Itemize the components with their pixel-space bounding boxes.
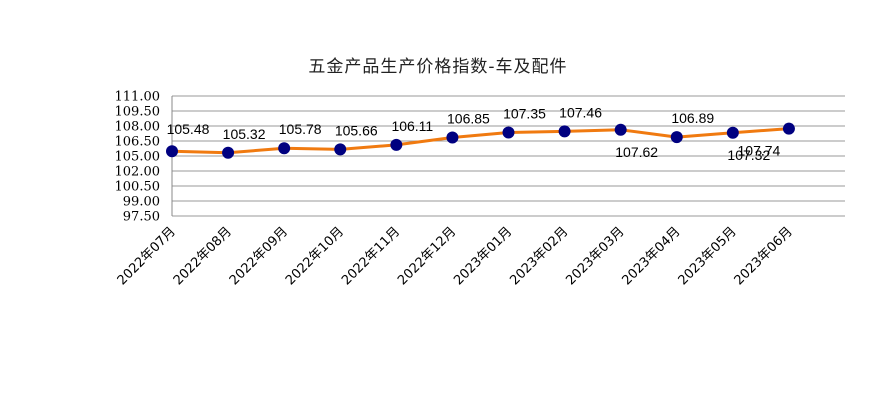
x-tick-label: 2023年04月 [619, 224, 683, 288]
x-tick-label: 2022年07月 [115, 224, 179, 288]
x-tick-label: 2023年06月 [732, 224, 796, 288]
data-label: 105.48 [167, 121, 210, 137]
x-tick-label: 2023年02月 [507, 224, 571, 288]
data-point [222, 146, 235, 159]
y-tick-label: 100.50 [115, 180, 161, 195]
y-tick-label: 111.00 [115, 90, 161, 105]
data-point [614, 123, 627, 136]
y-tick-label: 105.00 [115, 150, 161, 165]
y-tick-label: 109.50 [115, 105, 161, 120]
data-point [502, 126, 515, 139]
y-tick-label: 97.50 [123, 210, 160, 225]
series-line-path [171, 127, 790, 155]
data-point [446, 131, 459, 144]
data-label: 107.74 [738, 143, 781, 159]
data-point [670, 131, 683, 144]
data-labels: 105.48 105.32 105.78 105.66 106.11 106.85 107.… [167, 104, 781, 162]
series-line [171, 127, 790, 155]
data-label: 105.32 [223, 126, 266, 142]
x-tick-label: 2022年08月 [171, 224, 235, 288]
x-tick-label: 2023年03月 [563, 224, 627, 288]
chart-title: 五金产品生产价格指数-车及配件 [308, 57, 568, 77]
data-label: 107.35 [503, 106, 546, 122]
data-point [726, 126, 739, 139]
series-markers [166, 122, 795, 159]
data-label: 105.78 [279, 121, 322, 137]
data-point [334, 143, 347, 156]
data-point [166, 145, 178, 158]
x-tick-label: 2023年01月 [451, 224, 515, 288]
data-label: 107.62 [615, 144, 658, 160]
x-tick-label: 2022年10月 [283, 224, 347, 288]
x-tick-label: 2022年09月 [227, 224, 291, 288]
data-label: 107.32 [727, 147, 770, 163]
data-label: 106.89 [671, 110, 714, 126]
y-tick-label: 108.00 [115, 120, 161, 135]
y-tick-label: 99.00 [123, 195, 160, 210]
data-point [278, 142, 291, 155]
data-label: 106.85 [447, 111, 490, 127]
x-tick-label: 2023年05月 [676, 224, 740, 288]
y-axis: 111.00109.50108.00106.50105.00102.00100.… [115, 90, 161, 225]
x-axis: 2022年07月2022年08月2022年09月2022年10月2022年11月… [115, 224, 796, 288]
data-point [558, 125, 571, 138]
y-tick-label: 106.50 [115, 135, 161, 150]
data-point [390, 138, 403, 151]
data-label: 107.46 [559, 104, 602, 120]
data-label: 105.66 [335, 122, 378, 138]
data-point [782, 122, 795, 135]
x-tick-label: 2022年12月 [395, 224, 459, 288]
y-tick-label: 102.00 [115, 165, 161, 180]
data-label: 106.11 [391, 118, 433, 134]
x-tick-label: 2022年11月 [339, 224, 403, 288]
